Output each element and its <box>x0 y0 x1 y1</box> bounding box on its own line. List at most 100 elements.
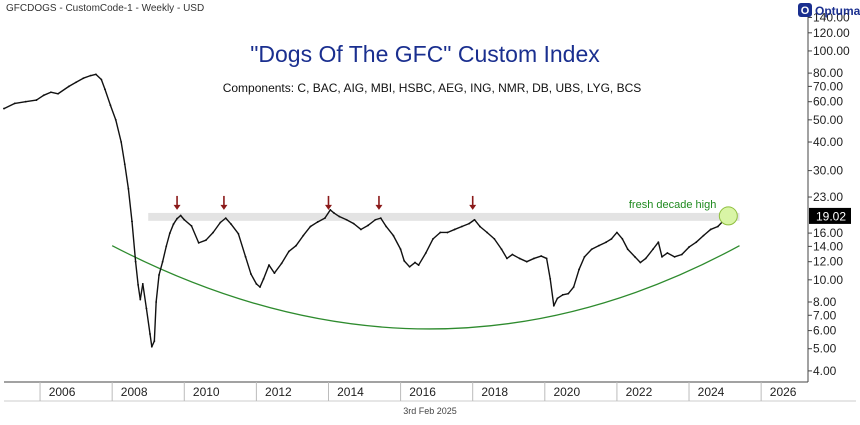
y-tick-label: 4.00 <box>813 364 837 378</box>
price-point <box>127 187 130 190</box>
price-point <box>131 220 133 223</box>
y-tick-label: 12.00 <box>813 255 843 269</box>
y-tick-label: 120.00 <box>813 26 850 40</box>
price-segment <box>446 228 456 234</box>
price-point <box>89 74 92 77</box>
price-segment <box>89 73 97 77</box>
price-segment <box>486 231 496 240</box>
price-segment <box>468 219 476 225</box>
price-point <box>414 261 416 264</box>
price-segment <box>345 219 355 225</box>
price-point <box>172 223 175 226</box>
price-segment <box>137 284 141 301</box>
price-point <box>323 217 326 220</box>
price-point <box>302 234 305 237</box>
price-point <box>374 218 377 221</box>
price-point <box>95 73 97 76</box>
price-segment <box>212 221 222 234</box>
price-point <box>109 104 112 106</box>
price-point <box>237 232 240 235</box>
x-tick-label: 2020 <box>553 385 580 399</box>
price-point <box>165 245 168 248</box>
y-tick-label: 40.00 <box>813 135 843 149</box>
brand-logo-letter: O <box>801 5 810 17</box>
price-point <box>82 77 85 80</box>
chart-title: "Dogs Of The GFC" Custom Index <box>250 41 600 67</box>
price-point <box>179 214 182 217</box>
price-point <box>695 241 698 244</box>
y-tick-label: 14.00 <box>813 239 843 253</box>
support-arc <box>111 245 740 330</box>
price-segment <box>453 225 463 231</box>
price-point <box>446 231 449 234</box>
x-tick-label: 2014 <box>337 385 364 399</box>
price-segment <box>149 333 153 348</box>
price-segment <box>244 256 252 275</box>
price-segment <box>134 260 139 286</box>
price-segment <box>324 209 331 219</box>
price-point <box>661 255 663 258</box>
price-segment <box>259 278 265 288</box>
price-point <box>104 88 106 91</box>
price-point <box>280 262 283 265</box>
price-point <box>141 282 144 285</box>
price-point <box>673 255 676 258</box>
price-point <box>702 234 705 237</box>
x-tick-label: 2026 <box>770 385 797 399</box>
price-segment <box>165 232 171 248</box>
price-point <box>114 118 117 121</box>
price-segment <box>288 244 297 253</box>
price-point <box>75 81 78 84</box>
axes-layer: 4.00 5.00 6.00 7.008.00 10.00 12.00 14.0016.00… <box>4 10 856 402</box>
price-point <box>644 257 647 260</box>
price-point <box>123 163 126 166</box>
price-segment <box>268 264 276 274</box>
price-point <box>345 218 348 221</box>
price-segment <box>82 74 92 79</box>
price-point <box>13 102 16 105</box>
price-point <box>616 231 618 234</box>
price-point <box>506 257 508 260</box>
price-point <box>259 286 261 288</box>
price-segment <box>42 91 52 96</box>
price-point <box>190 225 193 227</box>
resistance-band <box>148 212 740 221</box>
y-tick-label: 16.00 <box>813 226 843 240</box>
price-point <box>230 223 233 226</box>
price-segment <box>155 274 160 303</box>
x-tick-label: 2012 <box>265 385 292 399</box>
price-point <box>493 237 496 240</box>
chart-subtitle: Components: C, BAC, AIG, MBI, HSBC, AEG,… <box>223 81 642 95</box>
price-segment <box>562 292 569 296</box>
price-point <box>403 259 406 262</box>
peak-arrows-layer: fresh decade high <box>173 195 738 226</box>
price-segment <box>153 301 157 342</box>
price-segment <box>179 214 185 221</box>
price-point <box>578 268 580 271</box>
price-point <box>716 225 719 228</box>
price-point <box>473 218 476 221</box>
price-segment <box>627 248 636 258</box>
price-segment <box>353 222 362 231</box>
price-segment <box>124 163 130 190</box>
y-tick-label: 6.00 <box>813 324 837 338</box>
highlight-circle <box>718 206 738 226</box>
price-point <box>511 253 514 256</box>
price-point <box>439 231 442 234</box>
price-segment <box>673 253 683 258</box>
price-segment <box>230 223 240 235</box>
price-line-layer[interactable] <box>3 73 730 348</box>
price-segment <box>35 94 45 101</box>
price-point <box>417 264 420 266</box>
x-tick-label: 2006 <box>49 385 76 399</box>
price-point <box>35 99 38 101</box>
price-point <box>385 225 388 228</box>
price-segment <box>695 234 705 243</box>
price-segment <box>95 73 103 81</box>
y-tick-label: 140.00 <box>813 10 850 24</box>
price-segment <box>309 221 319 228</box>
price-point <box>338 215 341 218</box>
price-segment <box>225 217 232 225</box>
price-point <box>556 297 559 300</box>
price-point <box>244 255 247 258</box>
